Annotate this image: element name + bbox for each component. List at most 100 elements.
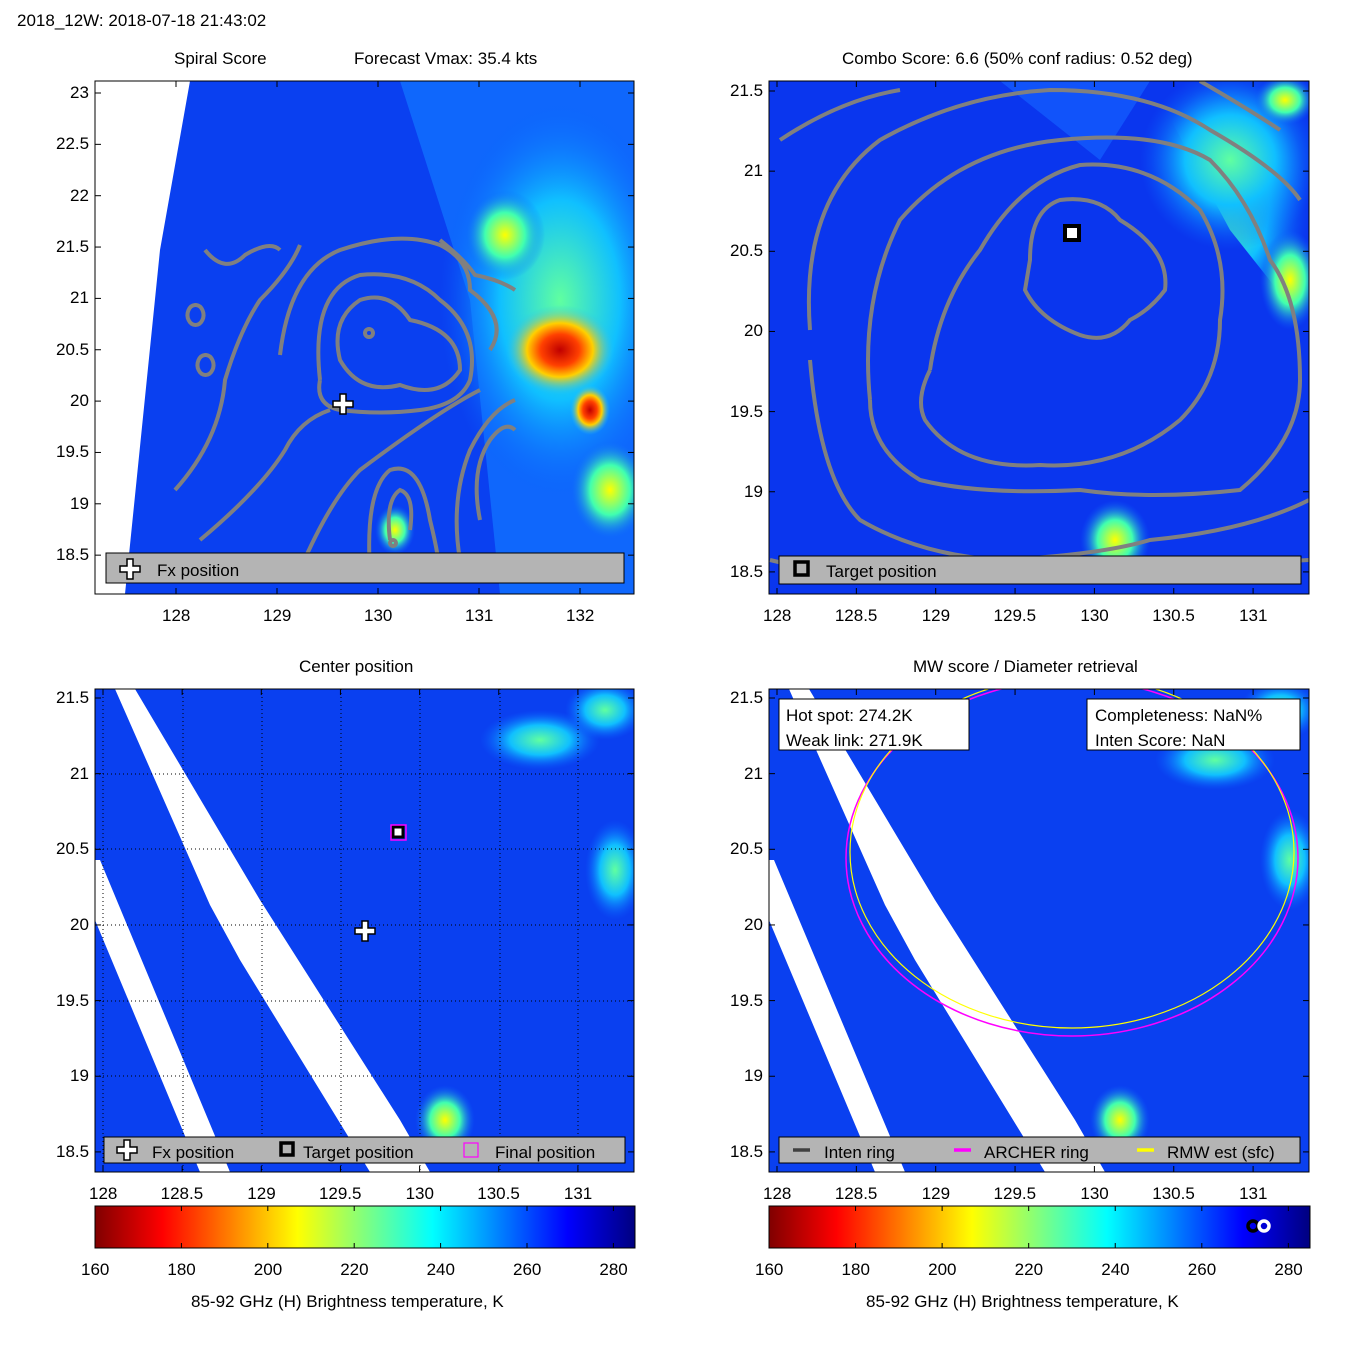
y-tick-label: 20 bbox=[70, 391, 89, 411]
archer-score-marker-icon bbox=[1257, 1219, 1271, 1233]
y-tick-label: 20.5 bbox=[56, 339, 90, 359]
panel4-legend-rmw: RMW est (sfc) bbox=[1167, 1143, 1275, 1162]
x-tick-label: 129 bbox=[921, 1184, 951, 1203]
panel3-heatmap bbox=[95, 689, 634, 1172]
y-tick-label: 21 bbox=[70, 288, 89, 308]
x-tick-label: 128.5 bbox=[834, 1184, 878, 1203]
panel1-title-left: Spiral Score bbox=[174, 49, 267, 68]
completeness-text: Completeness: NaN% bbox=[1095, 706, 1263, 725]
colorbar-tick-label: 180 bbox=[841, 1260, 870, 1279]
fx-position-legend-icon bbox=[119, 558, 141, 580]
colorbar-left bbox=[94, 1205, 636, 1249]
rmw-est-ring bbox=[849, 689, 1295, 1029]
target-position-legend-icon bbox=[793, 560, 810, 577]
panel2-heatmap bbox=[769, 81, 1309, 594]
panel3-frame bbox=[94, 688, 635, 1173]
colorbar-tick-label: 260 bbox=[1187, 1260, 1217, 1279]
target-position-marker bbox=[391, 825, 405, 839]
colorbar-right bbox=[768, 1205, 1311, 1249]
panel3-title: Center position bbox=[299, 657, 414, 676]
x-tick-label: 129.5 bbox=[318, 1184, 362, 1203]
x-tick-label: 130.5 bbox=[1152, 1184, 1195, 1203]
colorbar-tick-label: 240 bbox=[426, 1260, 455, 1279]
colorbar-tick-label: 260 bbox=[513, 1260, 542, 1279]
panel1-frame bbox=[94, 80, 635, 595]
panel4-legend-archer: ARCHER ring bbox=[984, 1143, 1089, 1162]
panel4-title: MW score / Diameter retrieval bbox=[913, 657, 1138, 676]
x-tick-label: 130 bbox=[405, 1184, 434, 1203]
x-tick-label: 130.5 bbox=[1152, 606, 1195, 625]
final-position-marker bbox=[390, 824, 407, 841]
colorbar-tick-label: 180 bbox=[167, 1260, 196, 1279]
panel1-title-right: Forecast Vmax: 35.4 kts bbox=[354, 49, 538, 68]
panel3-legend bbox=[103, 1136, 626, 1164]
y-tick-label: 20 bbox=[744, 914, 763, 934]
y-tick-label: 19.5 bbox=[730, 401, 764, 421]
panel1-legend-fx: Fx position bbox=[157, 561, 240, 580]
x-tick-label: 130.5 bbox=[477, 1184, 520, 1203]
colorbar-right-label: 85-92 GHz (H) Brightness temperature, K bbox=[866, 1292, 1179, 1311]
y-tick-label: 19.5 bbox=[56, 442, 90, 462]
x-tick-label: 131 bbox=[1239, 1184, 1268, 1203]
y-tick-label: 19 bbox=[70, 493, 89, 513]
fx-position-marker bbox=[332, 393, 354, 415]
y-tick-label: 21 bbox=[744, 161, 763, 181]
panel4-legend-inten: Inten ring bbox=[824, 1143, 895, 1162]
panel3-legend-fx: Fx position bbox=[152, 1143, 235, 1162]
y-tick-label: 18.5 bbox=[56, 1141, 90, 1161]
x-tick-label: 129 bbox=[247, 1184, 276, 1203]
y-tick-label: 21.5 bbox=[730, 688, 764, 707]
panel3-legend-final: Final position bbox=[495, 1143, 596, 1162]
weak-link-text: Weak link: 271.9K bbox=[786, 731, 923, 750]
x-tick-label: 128 bbox=[763, 606, 792, 625]
panel2-legend-target: Target position bbox=[826, 562, 937, 581]
final-position-legend-icon bbox=[463, 1142, 479, 1158]
y-tick-label: 21 bbox=[744, 763, 763, 783]
x-tick-label: 128.5 bbox=[160, 1184, 204, 1203]
x-tick-label: 130 bbox=[364, 606, 393, 625]
x-tick-label: 128 bbox=[89, 1184, 118, 1203]
x-tick-label: 131 bbox=[1239, 606, 1268, 625]
x-tick-label: 132 bbox=[566, 606, 595, 625]
y-tick-label: 18.5 bbox=[730, 1141, 764, 1161]
hot-spot-text: Hot spot: 274.2K bbox=[786, 706, 913, 725]
panel4-frame bbox=[768, 688, 1310, 1173]
y-tick-label: 19 bbox=[744, 481, 763, 501]
x-tick-label: 129 bbox=[921, 606, 951, 625]
x-tick-label: 129.5 bbox=[993, 1184, 1037, 1203]
y-tick-label: 21 bbox=[70, 763, 89, 783]
fx-position-marker bbox=[354, 920, 376, 942]
archer-ring bbox=[845, 689, 1299, 1037]
axis-ticks bbox=[94, 81, 1309, 1248]
y-tick-label: 23 bbox=[70, 83, 89, 102]
x-tick-label: 128 bbox=[162, 606, 191, 625]
y-tick-label: 20.5 bbox=[56, 839, 90, 859]
panel2-legend bbox=[778, 555, 1302, 585]
y-tick-label: 19 bbox=[70, 1066, 89, 1086]
colorbar-tick-label: 200 bbox=[928, 1260, 957, 1279]
y-tick-label: 21.5 bbox=[56, 237, 90, 257]
panel4-legend bbox=[778, 1136, 1301, 1164]
colorbar-tick-label: 200 bbox=[253, 1260, 283, 1279]
x-tick-label: 129.5 bbox=[993, 606, 1037, 625]
target-position-marker bbox=[1063, 224, 1081, 242]
colorbar-tick-label: 220 bbox=[1014, 1260, 1044, 1279]
y-tick-label: 20.5 bbox=[730, 839, 764, 859]
panel2-frame bbox=[768, 80, 1310, 595]
colorbar-left-label: 85-92 GHz (H) Brightness temperature, K bbox=[191, 1292, 504, 1311]
y-tick-label: 20 bbox=[744, 321, 763, 341]
panel3-legend-target: Target position bbox=[303, 1143, 414, 1162]
x-tick-label: 130 bbox=[1080, 606, 1109, 625]
colorbar-tick-label: 220 bbox=[340, 1260, 369, 1279]
hot-spot-box bbox=[778, 698, 970, 751]
inten-score-text: Inten Score: NaN bbox=[1095, 731, 1226, 750]
x-tick-label: 128 bbox=[763, 1184, 792, 1203]
fx-position-legend-icon bbox=[116, 1139, 138, 1161]
completeness-box bbox=[1086, 698, 1301, 751]
y-tick-label: 20 bbox=[70, 914, 89, 934]
y-tick-label: 18.5 bbox=[56, 545, 90, 565]
y-tick-label: 19.5 bbox=[56, 990, 90, 1010]
y-tick-label: 18.5 bbox=[730, 561, 764, 581]
y-tick-label: 22 bbox=[70, 185, 89, 205]
